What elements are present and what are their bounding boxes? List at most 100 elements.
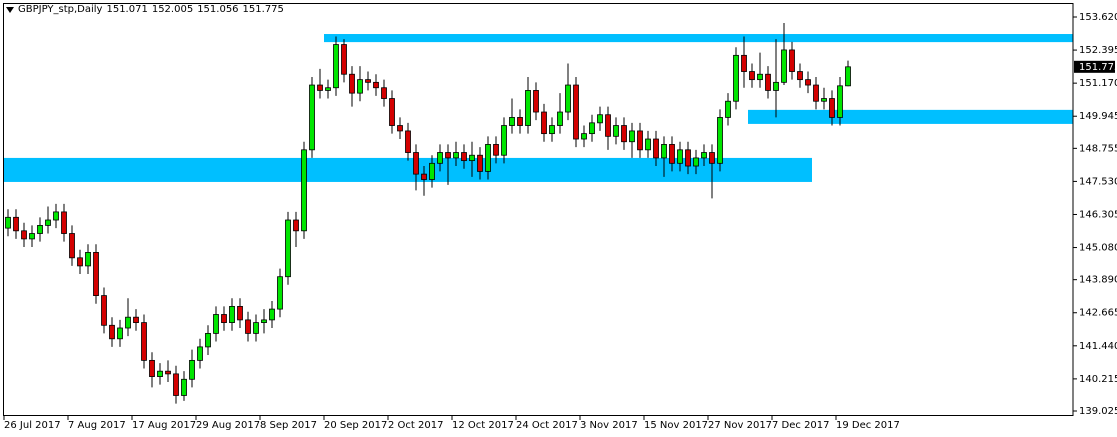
- candle-body: [701, 152, 707, 159]
- candle-body: [661, 144, 667, 159]
- candle-body: [477, 154, 483, 172]
- candle-body: [349, 73, 355, 94]
- candle-body: [789, 49, 795, 72]
- collapse-icon[interactable]: [6, 6, 14, 13]
- candle-body: [229, 305, 235, 323]
- candle-body: [253, 322, 259, 334]
- candle-body: [741, 54, 747, 72]
- candle-body: [197, 346, 203, 361]
- candle-body: [117, 327, 123, 340]
- price-zone: [324, 34, 1073, 43]
- candle-body: [133, 316, 139, 323]
- candle-body: [29, 233, 35, 240]
- candle-body: [373, 81, 379, 89]
- candle-body: [181, 378, 187, 396]
- candle-body: [405, 130, 411, 153]
- candle-body: [821, 98, 827, 102]
- candle-body: [381, 87, 387, 99]
- candle-body: [125, 316, 131, 329]
- candle-body: [149, 359, 155, 377]
- candle-body: [45, 219, 51, 226]
- candle-body: [549, 125, 555, 135]
- candle-body: [541, 111, 547, 135]
- x-tick-label: 29 Aug 2017: [196, 420, 260, 431]
- candle-body: [581, 133, 587, 140]
- y-tick-label: 149.945: [1079, 111, 1117, 122]
- chart-header: GBPJPY_stp,Daily 151.071 152.005 151.056…: [6, 4, 284, 15]
- candle-body: [21, 230, 27, 240]
- candle-body: [669, 144, 675, 164]
- candle-body: [573, 84, 579, 140]
- candle-body: [629, 130, 635, 143]
- candle-body: [709, 152, 715, 164]
- plot: [3, 22, 1073, 404]
- candle-body: [325, 87, 331, 91]
- candle-body: [61, 211, 67, 234]
- x-tick-label: 15 Nov 2017: [644, 420, 708, 431]
- y-tick-label: 145.080: [1079, 243, 1117, 254]
- y-tick-label: 143.890: [1079, 275, 1117, 286]
- candle-body: [237, 305, 243, 321]
- y-tick-label: 147.530: [1079, 176, 1117, 187]
- candle-body: [693, 157, 699, 167]
- candle-body: [85, 252, 91, 267]
- candle-body: [165, 370, 171, 375]
- candle-body: [461, 152, 467, 162]
- candle-body: [245, 319, 251, 334]
- candle-body: [533, 90, 539, 113]
- candle-body: [485, 144, 491, 172]
- candle-body: [421, 173, 427, 180]
- last-price-label: 151.775: [1079, 62, 1117, 73]
- y-tick-label: 151.170: [1079, 78, 1117, 89]
- candle-body: [653, 138, 659, 159]
- candle-body: [725, 100, 731, 118]
- y-tick-label: 146.305: [1079, 209, 1117, 220]
- candle-body: [749, 71, 755, 81]
- x-tick-label: 26 Jul 2017: [4, 420, 61, 431]
- x-tick-label: 7 Dec 2017: [772, 420, 830, 431]
- x-tick-label: 24 Oct 2017: [516, 420, 578, 431]
- candle-body: [501, 125, 507, 156]
- symbol-title: GBPJPY_stp,Daily: [18, 4, 103, 15]
- candle-body: [525, 90, 531, 126]
- candle-body: [469, 154, 475, 162]
- candle-body: [757, 73, 763, 81]
- y-tick-label: 141.440: [1079, 341, 1117, 352]
- candle-body: [13, 216, 19, 232]
- candle-body: [445, 152, 451, 159]
- x-tick-label: 20 Sep 2017: [324, 420, 387, 431]
- candle-body: [597, 114, 603, 124]
- candle-body: [517, 117, 523, 126]
- candle-body: [333, 44, 339, 89]
- x-tick-label: 27 Nov 2017: [708, 420, 772, 431]
- candle-body: [605, 114, 611, 137]
- y-tick-label: 148.755: [1079, 143, 1117, 154]
- plot-frame: [3, 3, 1074, 416]
- candle-body: [837, 85, 843, 118]
- candle-body: [813, 84, 819, 102]
- candle-body: [437, 152, 443, 164]
- candle-body: [221, 314, 227, 323]
- candle-body: [309, 84, 315, 151]
- candle-body: [677, 149, 683, 164]
- candle-body: [645, 138, 651, 151]
- candle-body: [317, 84, 323, 91]
- x-tick-label: 3 Nov 2017: [580, 420, 638, 431]
- y-tick-label: 142.665: [1079, 308, 1117, 319]
- candle-body: [293, 219, 299, 232]
- candle-body: [37, 225, 43, 234]
- candle-body: [845, 66, 851, 87]
- x-tick-label: 17 Aug 2017: [132, 420, 196, 431]
- last-open: 151.071: [106, 4, 148, 15]
- candle-body: [805, 79, 811, 86]
- y-tick-label: 139.025: [1079, 406, 1117, 417]
- candle-body: [389, 98, 395, 126]
- x-tick-label: 7 Aug 2017: [68, 420, 126, 431]
- last-low: 151.056: [197, 4, 239, 15]
- candle-body: [797, 71, 803, 81]
- candle-body: [53, 211, 59, 221]
- candle-body: [621, 125, 627, 143]
- candle-body: [637, 130, 643, 151]
